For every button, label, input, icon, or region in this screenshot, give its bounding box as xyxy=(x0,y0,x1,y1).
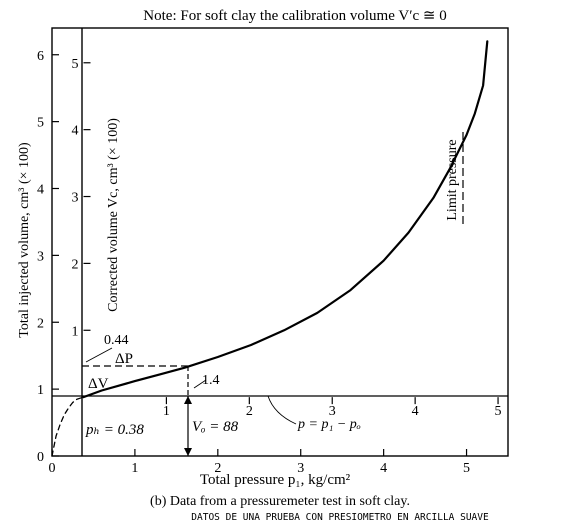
x-tick-label: 3 xyxy=(297,461,304,476)
x-ticks: 0 1 2 3 4 5 xyxy=(49,449,470,476)
x-axis-label: Total pressure p₁, kg/cm² xyxy=(200,472,351,488)
series-layer xyxy=(51,40,489,457)
outer-y-tick-label: 1 xyxy=(37,383,44,398)
series-line-0 xyxy=(51,396,85,457)
inner-y-tick-label: 5 xyxy=(72,57,79,72)
inner-x-tick-label: 4 xyxy=(412,404,419,419)
handwritten-note: DATOS DE UNA PRUEBA CON PRESIOMETRO EN A… xyxy=(191,512,489,523)
x-tick-label: 4 xyxy=(380,461,387,476)
y-inner-label: Corrected volume Vc, cm³ (× 100) xyxy=(106,118,121,312)
annot-dp: ΔP xyxy=(115,351,133,367)
annot-limit: Limit pressure xyxy=(445,139,460,220)
figure-caption: (b) Data from a pressuremeter test in so… xyxy=(150,494,410,509)
annot-eq: p = p₁ − pₒ xyxy=(297,417,361,432)
x-tick-label: 0 xyxy=(49,461,56,476)
inner-y-tick-label: 3 xyxy=(72,191,79,206)
x-tick-label: 1 xyxy=(131,461,138,476)
y-outer-label: Total injected volume, cm³ (× 100) xyxy=(17,142,32,338)
inner-x-tick-label: 3 xyxy=(329,404,336,419)
annot-dv: ΔV xyxy=(88,376,109,392)
inner-x-tick-label: 2 xyxy=(246,404,253,419)
outer-y-tick-label: 2 xyxy=(37,316,44,331)
outer-y-tick-label: 0 xyxy=(37,450,44,465)
x-tick-label: 2 xyxy=(214,461,221,476)
annot-044: 0.44 xyxy=(104,333,129,348)
inner-x-tick-label: 5 xyxy=(495,404,502,419)
inner-y-ticks: 1 2 3 4 5 xyxy=(72,57,91,339)
series-line-1 xyxy=(82,40,489,399)
outer-y-ticks: 0 1 2 3 4 5 6 xyxy=(37,49,59,465)
leader-eq xyxy=(267,395,297,425)
outer-y-tick-label: 5 xyxy=(37,116,44,131)
annot-ph: pₕ = 0.38 xyxy=(85,422,144,438)
vo-arrow-down-icon xyxy=(184,448,192,456)
x-tick-label: 5 xyxy=(463,461,470,476)
vo-arrow-up-icon xyxy=(184,396,192,404)
outer-y-tick-label: 4 xyxy=(37,183,44,198)
inner-x-ticks: 1 2 3 4 5 xyxy=(163,397,502,419)
inner-y-tick-label: 4 xyxy=(72,124,79,139)
leader-14 xyxy=(193,379,207,389)
annot-vo: Vₒ = 88 xyxy=(192,419,239,435)
inner-y-tick-label: 2 xyxy=(72,257,79,272)
inner-y-tick-label: 1 xyxy=(72,324,79,339)
inner-x-tick-label: 1 xyxy=(163,404,170,419)
chart-title: Note: For soft clay the calibration volu… xyxy=(143,8,446,24)
leader-044 xyxy=(85,347,113,363)
plot-frame xyxy=(51,27,509,457)
outer-y-tick-label: 3 xyxy=(37,249,44,264)
annot-14: 1.4 xyxy=(202,373,220,388)
outer-y-tick-label: 6 xyxy=(37,49,44,64)
